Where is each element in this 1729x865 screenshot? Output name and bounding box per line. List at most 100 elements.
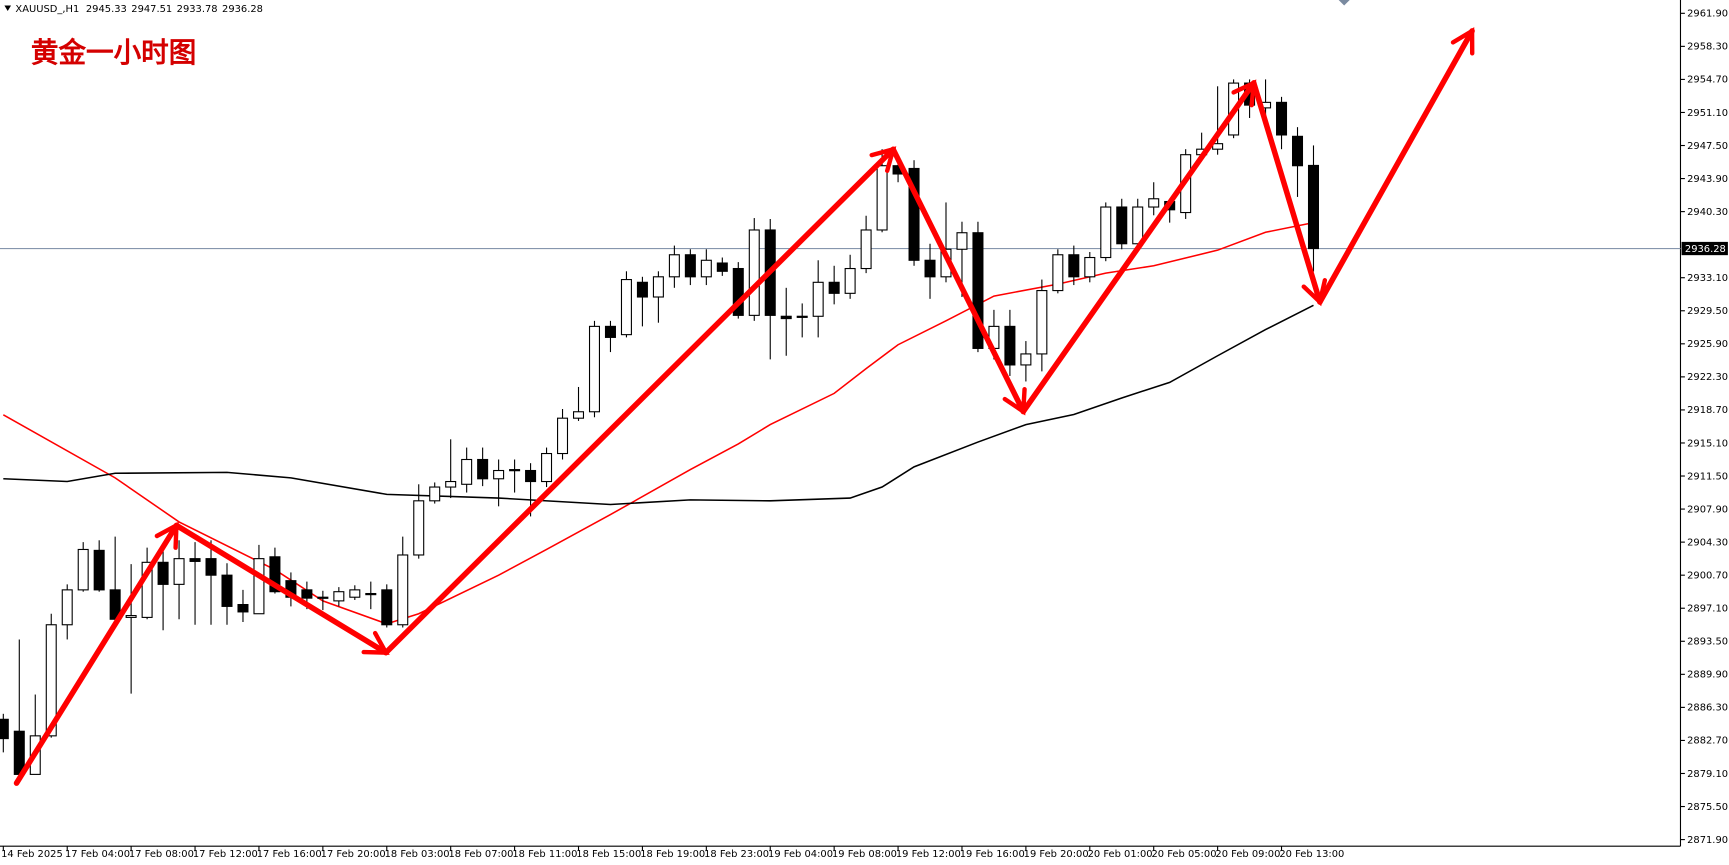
- x-tick-label: 17 Feb 12:00: [193, 849, 258, 860]
- candle-body: [93, 549, 105, 591]
- candle-body: [1291, 135, 1304, 167]
- y-tick-label: 2943.90: [1687, 174, 1728, 185]
- shift-marker: [1338, 0, 1350, 6]
- candle-body: [205, 558, 217, 576]
- y-tick-label: 2940.30: [1687, 207, 1728, 218]
- candle-body: [1148, 198, 1160, 208]
- candle-body: [1084, 256, 1096, 278]
- y-tick-label: 2929.50: [1687, 306, 1728, 317]
- candle-body: [972, 232, 984, 349]
- candle-body: [956, 232, 968, 250]
- candle-body: [636, 281, 648, 298]
- arrow: [1250, 80, 1328, 307]
- y-tick-label: 2915.10: [1687, 438, 1728, 449]
- candle-body: [77, 548, 89, 591]
- arrow: [1317, 27, 1475, 305]
- moving-average: [3, 304, 1314, 506]
- candle-body: [1212, 143, 1224, 150]
- candle-body: [61, 589, 73, 626]
- y-tick-label: 2907.90: [1687, 504, 1728, 515]
- x-tick-label: 18 Feb 03:00: [385, 849, 450, 860]
- symbol: XAUUSD_,H1: [15, 4, 79, 15]
- candle-body: [1307, 164, 1320, 250]
- y-tick-label: 2904.30: [1687, 537, 1728, 548]
- candle-body: [301, 589, 313, 599]
- candle-body: [45, 624, 57, 737]
- y-tick-label: 2886.30: [1687, 703, 1728, 714]
- candle-body: [365, 592, 377, 596]
- candle-body: [1068, 254, 1080, 278]
- arrow: [383, 146, 897, 656]
- y-tick-label: 2897.10: [1687, 604, 1728, 615]
- candle-body: [1276, 101, 1288, 136]
- y-tick-label: 2893.50: [1687, 637, 1728, 648]
- current-price-label: 2936.28: [1685, 244, 1726, 255]
- arrow: [13, 521, 180, 786]
- menu-icon[interactable]: [4, 5, 12, 12]
- y-tick-label: 2933.10: [1687, 273, 1728, 284]
- x-tick-label: 18 Feb 11:00: [512, 849, 577, 860]
- candle-body: [557, 417, 569, 455]
- candle-body: [716, 262, 728, 272]
- candle-body: [333, 591, 345, 602]
- y-tick-label: 2875.50: [1687, 802, 1728, 813]
- candle-body: [732, 267, 744, 316]
- x-tick-label: 19 Feb 20:00: [1024, 849, 1089, 860]
- x-tick-label: 19 Feb 04:00: [768, 849, 833, 860]
- y-tick-label: 2925.90: [1687, 339, 1728, 350]
- candle-body: [828, 281, 840, 294]
- candle-body: [668, 254, 680, 278]
- candle-body: [0, 718, 9, 740]
- candle-body: [748, 229, 760, 316]
- candle-body: [349, 589, 361, 598]
- x-tick-label: 20 Feb 05:00: [1152, 849, 1217, 860]
- candle-body: [876, 165, 888, 231]
- x-tick-label: 18 Feb 19:00: [640, 849, 705, 860]
- candle-body: [908, 167, 920, 261]
- y-tick-label: 2911.50: [1687, 471, 1728, 482]
- candle-body: [173, 558, 185, 585]
- x-tick-label: 19 Feb 08:00: [832, 849, 897, 860]
- candle-body: [541, 452, 553, 483]
- y-tick-label: 2954.70: [1687, 75, 1728, 86]
- arrow: [173, 522, 390, 656]
- y-tick-label: 2882.70: [1687, 736, 1728, 747]
- x-tick-label: 17 Feb 16:00: [257, 849, 322, 860]
- candle-body: [1116, 206, 1128, 245]
- candle-body: [477, 458, 489, 480]
- x-tick-label: 19 Feb 16:00: [960, 849, 1025, 860]
- x-tick-label: 20 Feb 09:00: [1215, 849, 1280, 860]
- x-tick-label: 18 Feb 23:00: [704, 849, 769, 860]
- header-low: 2933.78: [177, 4, 218, 15]
- candle-body: [684, 254, 696, 278]
- y-tick-label: 2958.30: [1687, 42, 1728, 53]
- x-tick-label: 17 Feb 08:00: [129, 849, 194, 860]
- y-tick-label: 2947.50: [1687, 141, 1728, 152]
- candle-body: [1132, 206, 1144, 245]
- x-tick-label: 14 Feb 2025: [1, 849, 63, 860]
- candle-body: [413, 500, 425, 556]
- candle-body: [317, 596, 329, 599]
- moving-average: [2, 221, 1314, 625]
- candle-body: [381, 589, 393, 626]
- candle-body: [525, 469, 537, 483]
- candle-body: [1020, 353, 1032, 366]
- candle-body: [429, 486, 441, 502]
- y-tick-label: 2900.70: [1687, 570, 1728, 581]
- x-tick-label: 18 Feb 07:00: [448, 849, 513, 860]
- y-tick-label: 2961.90: [1687, 9, 1728, 20]
- arrow: [1020, 79, 1257, 415]
- y-tick-label: 2889.90: [1687, 670, 1728, 681]
- x-tick-label: 17 Feb 20:00: [321, 849, 386, 860]
- header-open: 2945.33: [86, 4, 127, 15]
- candle-body: [445, 480, 457, 488]
- candle-body: [572, 411, 585, 419]
- current-price-box: [1681, 241, 1728, 256]
- candle-body: [604, 325, 616, 338]
- candle-body: [493, 469, 505, 480]
- arrow: [890, 146, 1027, 416]
- x-tick-label: 17 Feb 04:00: [65, 849, 130, 860]
- y-tick-label: 2951.10: [1687, 108, 1728, 119]
- candle-body: [1004, 325, 1016, 366]
- header-high: 2947.51: [131, 4, 172, 15]
